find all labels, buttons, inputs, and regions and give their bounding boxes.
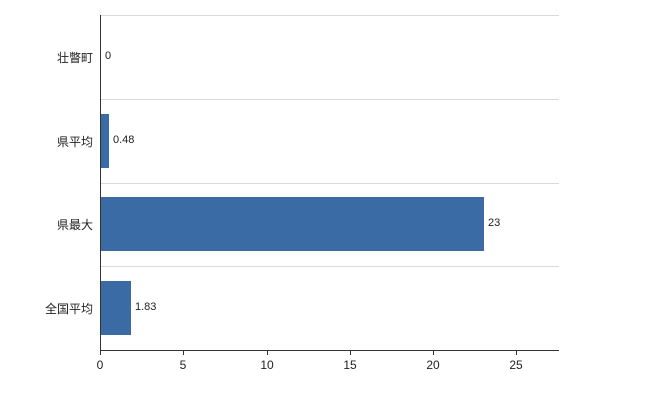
bar: [101, 281, 131, 335]
x-tick-mark: [100, 351, 101, 355]
category-label: 県最大: [56, 218, 93, 232]
value-label: 0.48: [113, 134, 135, 146]
gridline: [101, 266, 559, 268]
x-tick-label: 0: [96, 358, 104, 372]
gridline: [101, 98, 559, 100]
y-axis-line: [100, 15, 101, 350]
x-tick-mark: [516, 351, 517, 355]
x-tick-label: 15: [343, 358, 357, 372]
x-tick-mark: [433, 351, 434, 355]
x-tick-mark: [183, 351, 184, 355]
x-tick-label: 25: [509, 358, 523, 372]
bar: [101, 114, 109, 168]
x-tick-label: 10: [260, 358, 274, 372]
value-label: 0: [105, 50, 112, 62]
x-tick-label: 20: [426, 358, 440, 372]
value-label: 23: [488, 217, 501, 229]
category-label: 県平均: [56, 135, 93, 149]
category-label: 全国平均: [44, 302, 93, 316]
x-tick-mark: [267, 351, 268, 355]
x-tick-label: 5: [179, 358, 187, 372]
bar: [101, 197, 484, 251]
x-axis-line: [100, 350, 559, 351]
category-label: 壮瞥町: [56, 51, 93, 65]
x-tick-mark: [350, 351, 351, 355]
value-label: 1.83: [135, 301, 157, 313]
gridline: [101, 182, 559, 184]
gridline: [101, 15, 559, 16]
